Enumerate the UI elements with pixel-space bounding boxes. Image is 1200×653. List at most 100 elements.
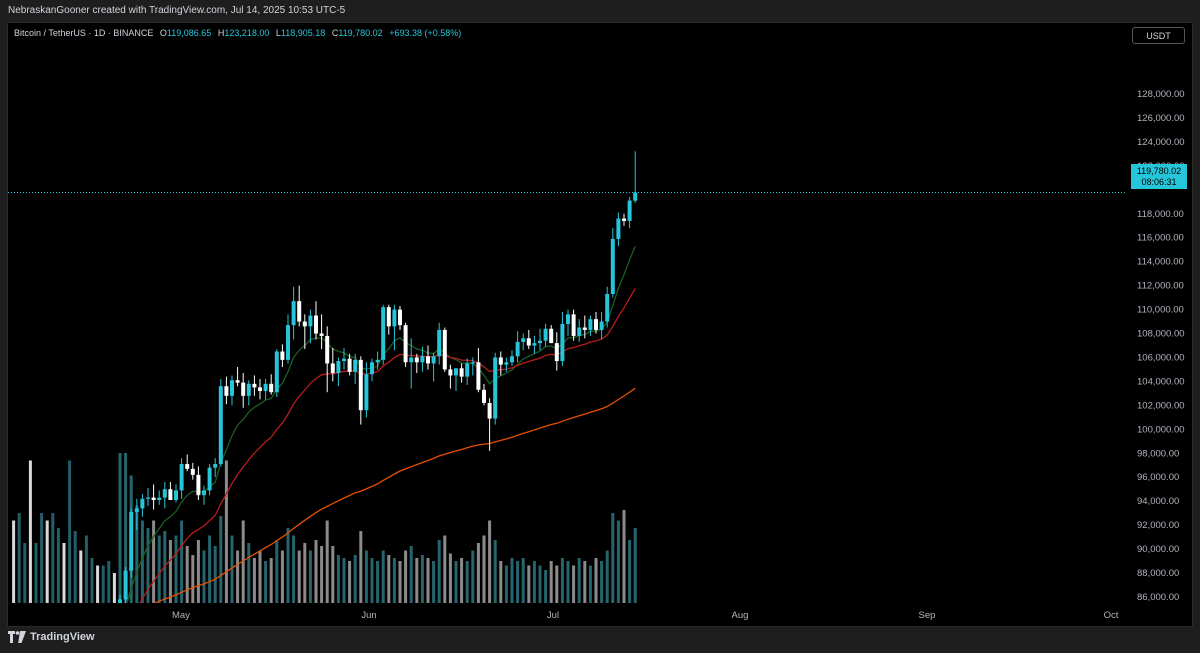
volume-bar [426,558,430,603]
candle-body [504,362,509,365]
candle [302,314,307,350]
price-tick-label: 96,000.00 [1137,472,1179,483]
volume-bar [23,543,27,603]
candle [515,331,520,363]
volume-bar [633,528,637,603]
volume-bar [353,555,357,603]
candle [403,322,408,368]
candle [504,357,509,372]
candle [308,309,313,344]
candle [291,286,296,340]
candle-body [263,383,268,392]
candle [560,311,565,366]
volume-bar [213,546,217,603]
candle [252,375,257,396]
candle-body [409,357,414,363]
candle-body [599,321,604,330]
candle [633,151,638,203]
candle [538,328,542,351]
volume-bar [348,561,352,603]
candle-body [454,368,458,376]
volume-bar [219,516,223,603]
candle-body [196,474,201,496]
time-tick-label: Sep [919,610,936,621]
low-label: L [275,28,281,38]
candle-body [571,314,576,336]
bar-countdown: 08:06:31 [1141,177,1177,187]
volume-bar [152,520,156,603]
candle [241,373,246,408]
candle [118,594,122,603]
candle-body [386,307,391,327]
candle-body [470,362,475,364]
candle-body [403,325,408,363]
candle-body [442,329,447,370]
candle-body [118,599,122,603]
candle [213,458,218,478]
candle-body [566,314,570,324]
tradingview-logo[interactable]: TradingView [8,631,95,643]
volume-bar [112,573,116,603]
volume-bar [40,513,44,603]
candle [342,347,346,370]
volume-bar [140,520,144,603]
candle-body [207,467,212,491]
candle-body [347,358,352,372]
volume-bar [583,561,587,603]
candle-body [605,294,610,322]
volume-bar [448,553,452,603]
volume-bar [101,565,105,603]
price-tick-label: 110,000.00 [1137,305,1184,316]
candle-body [134,508,139,512]
volume-bar [336,555,340,603]
volume-bar [73,531,77,603]
time-tick-label: May [172,610,190,621]
volume-bar [45,520,49,603]
candle [510,350,514,366]
footer-bar [0,627,1200,653]
volume-bar [269,558,273,603]
volume-bar [432,561,436,603]
volume-bar [560,558,564,603]
candle-body [426,356,430,364]
candle-body [538,340,542,344]
candle [493,352,498,425]
candle [174,484,178,503]
candle [420,346,425,372]
candle [230,375,234,406]
volume-bar [208,535,212,603]
candle [616,212,621,247]
volume-bar [247,543,251,603]
candle-body [510,356,514,363]
symbol-name[interactable]: Bitcoin / TetherUS · 1D · BINANCE [14,28,154,38]
candle-body [370,362,374,375]
volume-bar [196,540,200,603]
candle-body [364,374,369,411]
price-tick-label: 88,000.00 [1137,568,1179,579]
candle-body [325,335,330,364]
candle [196,466,201,500]
volume-bar [202,550,206,603]
candle-body [414,357,419,363]
price-tick-label: 114,000.00 [1137,257,1184,268]
volume-bar [404,550,408,603]
candle [566,309,570,336]
candle-body [543,328,548,341]
volume-bar [577,558,581,603]
candle-body [129,511,134,571]
symbol-legend[interactable]: Bitcoin / TetherUS · 1D · BINANCE O119,0… [14,28,461,38]
volume-bar [56,528,60,603]
candle-body [336,361,341,374]
candle [375,351,380,370]
volume-bar [616,520,620,603]
price-tick-label: 126,000.00 [1137,113,1185,124]
candle [358,356,363,425]
volume-bar [258,550,262,603]
candle-body [498,357,503,365]
time-tick-label: Jun [361,610,376,621]
volume-bar [387,555,391,603]
currency-button[interactable]: USDT [1132,27,1185,44]
candle [134,498,139,530]
volume-bar [454,561,458,603]
